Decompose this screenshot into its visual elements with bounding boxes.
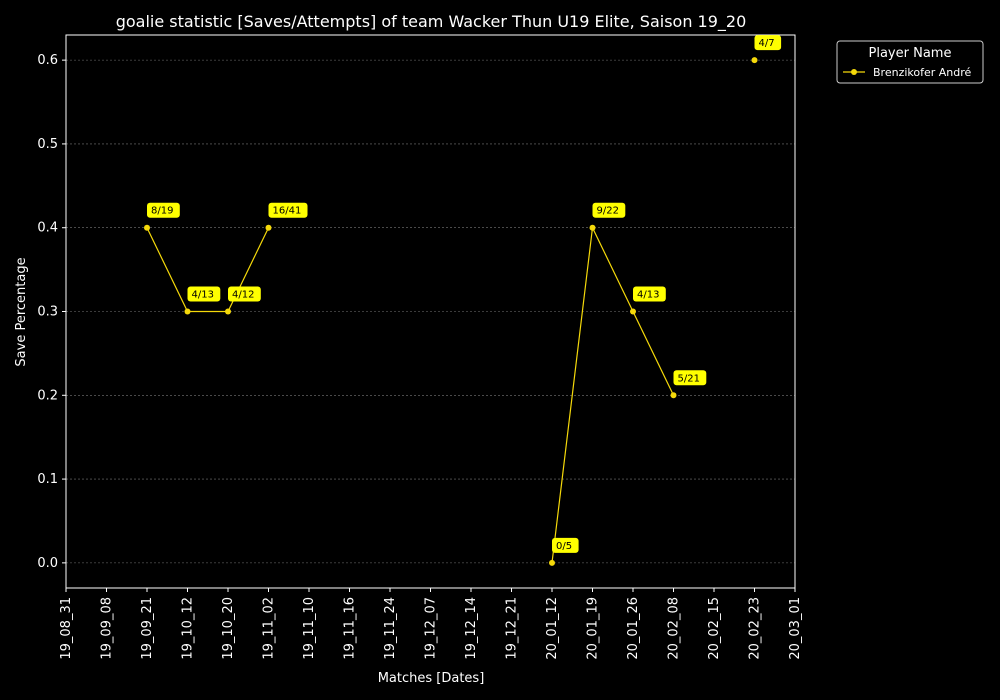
x-tick-label: 19_12_21 (505, 597, 520, 660)
y-axis-label: Save Percentage (14, 257, 29, 366)
data-point (670, 392, 677, 399)
x-tick-label: 19_12_07 (424, 597, 439, 660)
legend-frame (836, 40, 984, 84)
x-tick-label: 19_10_20 (221, 597, 236, 660)
x-tick-label: 20_03_01 (788, 597, 803, 660)
x-tick-label: 19_11_02 (262, 597, 277, 660)
data-label-box (592, 202, 626, 218)
data-label-box (268, 202, 308, 218)
x-axis: 19_08_31 19_09_08 19_09_21 19_10_12 19_10_20… (59, 588, 803, 660)
data-label-box (673, 370, 707, 386)
y-tick-label: 0.2 (37, 388, 58, 403)
data-label-box (187, 286, 221, 302)
data-point (751, 57, 758, 64)
x-tick-label: 19_09_21 (140, 597, 155, 660)
data-point (265, 224, 272, 231)
x-tick-label: 20_01_26 (626, 597, 641, 660)
data-label: 4/12 (232, 290, 254, 301)
data-point (589, 224, 596, 231)
data-label-box (228, 286, 261, 302)
data-label: 0/5 (556, 541, 572, 552)
y-tick-label: 0.3 (37, 305, 58, 320)
x-tick-label: 19_08_31 (59, 597, 74, 660)
data-point (144, 224, 150, 231)
series-line (551, 225, 675, 563)
y-tick-label: 0.1 (37, 472, 58, 487)
data-point (630, 308, 636, 315)
x-tick-label: 19_10_12 (181, 597, 196, 660)
data-label: 4/7 (759, 38, 775, 49)
data-label: 4/13 (637, 290, 659, 301)
x-tick-label: 19_11_24 (383, 597, 398, 660)
x-tick-label: 20_02_15 (707, 597, 722, 660)
data-label: 5/21 (678, 373, 700, 384)
data-label-box (147, 202, 180, 218)
data-label-box (754, 35, 782, 51)
legend: Player Name Brenzikofer André (836, 40, 984, 84)
legend-dot-marker (851, 69, 857, 75)
y-tick-label: 0.4 (37, 221, 58, 236)
data-label: 8/19 (151, 206, 173, 217)
y-axis: 0.0 0.1 0.2 0.3 0.4 0.5 0.6 (37, 53, 66, 571)
series-layer (144, 57, 758, 566)
legend-series-name: Brenzikofer André (873, 66, 972, 79)
data-point (225, 308, 231, 315)
y-tick-label: 0.0 (37, 556, 58, 571)
data-label-box (633, 286, 666, 302)
data-label: 9/22 (597, 206, 619, 217)
x-tick-label: 20_02_23 (748, 597, 763, 660)
x-tick-label: 19_11_16 (343, 597, 358, 660)
x-tick-label: 19_12_14 (464, 597, 479, 660)
y-tick-label: 0.5 (37, 137, 58, 152)
x-tick-label: 19_11_10 (302, 597, 317, 660)
x-axis-label: Matches [Dates] (378, 671, 485, 686)
x-tick-label: 20_01_12 (545, 597, 560, 660)
x-tick-label: 20_02_08 (667, 597, 682, 660)
grid-layer (66, 59, 795, 564)
legend-title: Player Name (869, 46, 952, 61)
data-label: 16/41 (273, 206, 302, 217)
chart-title: goalie statistic [Saves/Attempts] of tea… (116, 12, 747, 32)
series-line (146, 227, 270, 313)
data-label-box (552, 537, 579, 553)
data-point (549, 559, 555, 566)
annotation-layer: 8/19 4/13 4/12 16/41 0/5 9/22 4/13 5/21 4/7 (147, 35, 782, 553)
data-label: 4/13 (192, 290, 214, 301)
y-tick-label: 0.6 (37, 53, 58, 68)
x-tick-label: 20_01_19 (586, 597, 601, 660)
data-point (184, 308, 191, 315)
x-tick-label: 19_09_08 (100, 597, 115, 660)
